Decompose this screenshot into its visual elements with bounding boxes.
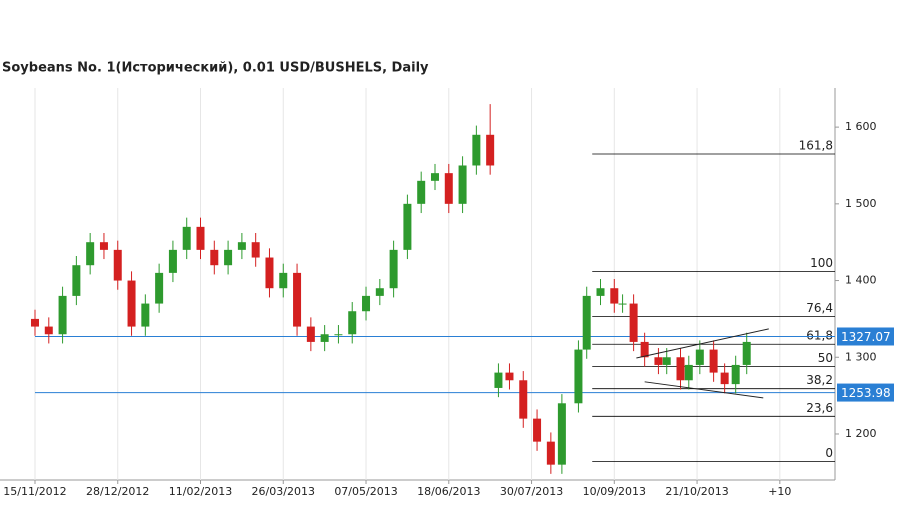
candle-body	[618, 303, 627, 305]
price-tag-label: 1253.98	[841, 386, 891, 400]
candle-body	[731, 364, 740, 385]
candle-body	[155, 272, 164, 304]
x-tick-label: 28/12/2012	[86, 485, 149, 498]
fib-label: 76,4	[806, 301, 833, 315]
fib-label: 50	[818, 351, 833, 365]
candle-body	[742, 341, 751, 365]
x-tick-label: 21/10/2013	[665, 485, 728, 498]
candle-body	[224, 249, 233, 266]
candle-body	[610, 288, 619, 304]
candle-body	[444, 173, 453, 204]
candle-body	[557, 403, 566, 465]
price-tag	[837, 383, 894, 402]
trendline	[636, 328, 769, 359]
fib-label: 38,2	[806, 373, 833, 387]
candle-body	[640, 341, 649, 358]
candle-body	[596, 288, 605, 296]
fib-label: 100	[810, 256, 833, 270]
candle-body	[720, 372, 729, 385]
x-tick-label: 07/05/2013	[334, 485, 397, 498]
candle-body	[709, 349, 718, 373]
candle-body	[265, 257, 274, 289]
candle-body	[472, 134, 481, 166]
candle-body	[210, 249, 219, 266]
fib-label: 161,8	[799, 138, 833, 152]
x-tick-label: 10/09/2013	[583, 485, 646, 498]
candle-body	[546, 441, 555, 465]
candle-body	[334, 334, 343, 336]
candle-body	[582, 295, 591, 350]
candle-body	[403, 203, 412, 250]
candle-body	[486, 134, 495, 166]
price-tag	[837, 327, 894, 346]
candle-body	[99, 242, 108, 250]
candle-body	[662, 357, 671, 365]
x-tick-label: 15/11/2012	[3, 485, 66, 498]
candle-body	[237, 242, 246, 250]
candle-body	[458, 165, 467, 204]
candle-body	[113, 249, 122, 281]
candle-body	[389, 249, 398, 289]
fib-label: 23,6	[806, 401, 833, 415]
candle-body	[505, 372, 514, 381]
candle-body	[30, 318, 39, 327]
y-tick-label: 1 400	[845, 274, 877, 287]
candle-body	[251, 242, 260, 258]
candle-body	[293, 272, 302, 327]
trendline	[644, 381, 764, 399]
candle-body	[494, 372, 503, 388]
candle-body	[141, 303, 150, 327]
candle-body	[574, 349, 583, 404]
x-tick-label: 30/07/2013	[500, 485, 563, 498]
x-tick-label: 11/02/2013	[169, 485, 232, 498]
candle-body	[72, 265, 81, 296]
candle-body	[320, 334, 329, 342]
candle-body	[519, 380, 528, 419]
candle-body	[168, 249, 177, 273]
candle-body	[127, 280, 136, 327]
y-tick-label: 1 200	[845, 427, 877, 440]
candle-body	[695, 349, 704, 365]
candle-body	[44, 326, 53, 335]
candle-body	[375, 288, 384, 296]
x-tick-label: 18/06/2013	[417, 485, 480, 498]
x-tick-label: 26/03/2013	[252, 485, 315, 498]
candle-body	[676, 357, 685, 381]
fib-label: 0	[825, 446, 833, 460]
candle-body	[430, 173, 439, 181]
chart-title: Soybeans No. 1(Исторический), 0.01 USD/B…	[2, 61, 429, 76]
candle-body	[306, 326, 315, 342]
y-tick-label: 1 300	[845, 350, 877, 363]
candle-body	[654, 357, 663, 365]
candle-body	[417, 180, 426, 204]
candle-body	[182, 226, 191, 250]
candle-body	[533, 418, 542, 442]
candle-body	[86, 242, 95, 266]
price-tag-label: 1327.07	[841, 330, 891, 344]
x-tick-label: +10	[768, 485, 791, 498]
candle-body	[279, 272, 288, 289]
candle-body	[348, 311, 357, 335]
y-tick-label: 1 500	[845, 197, 877, 210]
candle-body	[196, 226, 205, 250]
candle-body	[629, 303, 638, 342]
y-tick-label: 1 600	[845, 120, 877, 133]
fib-label: 61,8	[806, 329, 833, 343]
candle-body	[362, 295, 371, 312]
candle-body	[684, 364, 693, 381]
candle-body	[58, 295, 67, 335]
